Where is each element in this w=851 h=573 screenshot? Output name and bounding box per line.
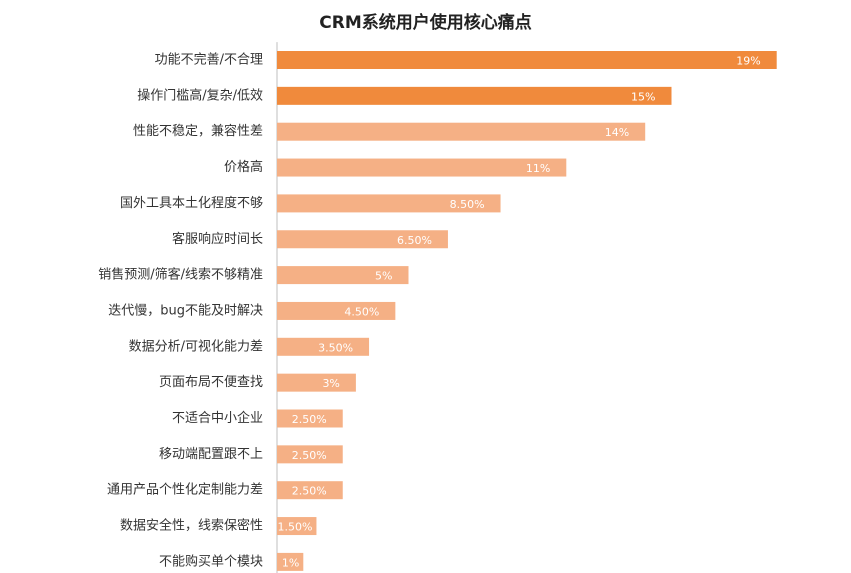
bar bbox=[277, 194, 501, 213]
bar-value-label: 2.50% bbox=[292, 449, 327, 462]
category-label: 操作门槛高/复杂/低效 bbox=[137, 87, 263, 103]
bar bbox=[277, 552, 304, 571]
category-label: 页面布局不便查找 bbox=[159, 375, 263, 390]
category-label: 性能不稳定，兼容性差 bbox=[133, 123, 263, 139]
bar-value-label: 1% bbox=[282, 556, 299, 569]
category-label: 移动端配置跟不上 bbox=[159, 447, 263, 462]
category-label: 价格高 bbox=[224, 159, 263, 175]
category-label: 国外工具本土化程度不够 bbox=[120, 195, 263, 211]
category-label: 客服响应时间长 bbox=[172, 231, 263, 247]
bar bbox=[277, 481, 343, 500]
bar-value-label: 2.50% bbox=[292, 485, 327, 498]
bar bbox=[277, 230, 448, 249]
bar-value-label: 19% bbox=[736, 55, 760, 68]
category-label: 数据安全性，线索保密性 bbox=[120, 518, 263, 534]
bar bbox=[277, 409, 343, 428]
category-label: 功能不完善/不合理 bbox=[155, 52, 263, 68]
bar-value-label: 1.50% bbox=[277, 521, 312, 534]
bar bbox=[277, 445, 343, 464]
bar-value-label: 5% bbox=[375, 270, 392, 283]
category-labels-layer: 功能不完善/不合理操作门槛高/复杂/低效性能不稳定，兼容性差价格高国外工具本土化… bbox=[98, 52, 263, 570]
bar-value-label: 2.50% bbox=[292, 413, 327, 426]
bar-value-label: 3% bbox=[322, 377, 339, 390]
category-label: 通用产品个性化定制能力差 bbox=[107, 483, 263, 498]
bar bbox=[277, 517, 317, 536]
category-label: 不适合中小企业 bbox=[172, 410, 263, 426]
bar-value-label: 14% bbox=[605, 126, 629, 139]
chart-title: CRM系统用户使用核心痛点 bbox=[319, 13, 532, 33]
bar bbox=[277, 301, 396, 320]
bar-value-label: 4.50% bbox=[344, 305, 379, 318]
bar bbox=[277, 51, 777, 69]
bars-layer: 19% 15% 14% 11% 8.50% 6.50% 5% 4.50% 3.50% 3% 2.50… bbox=[277, 51, 777, 571]
bar-value-label: 15% bbox=[631, 90, 655, 103]
bar-value-label: 11% bbox=[526, 162, 550, 175]
bar bbox=[277, 158, 567, 177]
category-label: 数据分析/可视化能力差 bbox=[129, 339, 263, 354]
bar bbox=[277, 122, 646, 141]
bar bbox=[277, 373, 356, 392]
bar bbox=[277, 86, 672, 105]
bar-value-label: 8.50% bbox=[450, 198, 485, 211]
category-label: 销售预测/筛客/线索不够精准 bbox=[98, 267, 263, 283]
category-label: 迭代慢，bug不能及时解决 bbox=[108, 302, 263, 318]
bar bbox=[277, 337, 370, 356]
bar bbox=[277, 266, 409, 285]
bar-value-label: 6.50% bbox=[397, 234, 432, 247]
category-label: 不能购买单个模块 bbox=[159, 553, 263, 569]
bar-value-label: 3.50% bbox=[318, 341, 353, 354]
